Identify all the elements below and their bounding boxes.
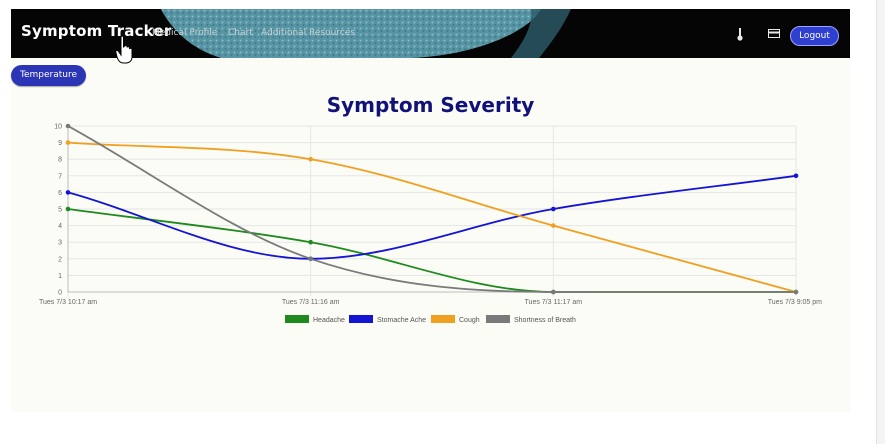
y-tick-label: 6: [58, 190, 62, 197]
data-point-stomache-ache: [65, 190, 71, 195]
x-tick-label: Tues 7/3 10:17 am: [39, 299, 97, 306]
vertical-scrollbar[interactable]: [876, 0, 885, 444]
data-point-cough: [308, 156, 313, 162]
chart-title: Symptom Severity: [326, 93, 535, 117]
data-point-stomache-ache: [793, 173, 799, 179]
legend-item-stomache-ache[interactable]: Stomache Ache: [349, 315, 426, 327]
legend-item-cough[interactable]: Cough: [431, 315, 480, 327]
hand-cursor-icon: [115, 35, 133, 64]
legend-swatch: [285, 315, 309, 324]
series-line-stomache-ache: [67, 174, 797, 260]
data-point-stomache-ache: [551, 206, 556, 212]
y-tick-label: 5: [58, 207, 62, 214]
legend-swatch: [486, 315, 510, 324]
y-tick-label: 2: [58, 256, 62, 263]
data-point-shortness-of-breath: [551, 289, 556, 295]
data-point-shortness-of-breath: [65, 123, 71, 129]
legend-swatch: [431, 315, 455, 324]
nav-link-additional-resources[interactable]: Additional Resources: [261, 28, 356, 38]
y-tick-label: 7: [58, 173, 62, 180]
y-tick-label: 8: [58, 157, 62, 164]
series-line-shortness-of-breath: [67, 125, 796, 293]
x-tick-label: Tues 7/3 11:16 am: [282, 299, 340, 306]
symptom-severity-chart: 0 1 2 3 4 5 6 7 8 9 10 Tues 7/3 10:17 am Tues 7/3 11…: [39, 123, 822, 307]
y-tick-label: 3: [58, 240, 62, 247]
y-tick-label: 4: [58, 223, 62, 230]
card-icon[interactable]: [768, 29, 780, 42]
app-container: Symptom Tracker Medical Profile Chart Ad…: [11, 9, 850, 412]
legend-label: Shortness of Breath: [514, 317, 576, 324]
x-tick-label: Tues 7/3 9:05 pm: [768, 299, 822, 306]
brand-title[interactable]: Symptom Tracker: [21, 22, 172, 40]
navbar: Symptom Tracker Medical Profile Chart Ad…: [11, 9, 850, 58]
data-point-shortness-of-breath: [793, 289, 799, 295]
legend-item-shortness-of-breath[interactable]: Shortness of Breath: [486, 315, 576, 327]
legend-label: Stomache Ache: [377, 317, 427, 324]
nav-link-chart[interactable]: Chart: [228, 28, 253, 38]
data-point-headache: [65, 206, 71, 212]
y-tick-label: 1: [58, 273, 62, 280]
data-point-cough: [551, 223, 556, 228]
navbar-background-image: [161, 9, 571, 58]
y-tick-label: 9: [58, 140, 62, 147]
data-point-shortness-of-breath: [308, 256, 313, 262]
y-tick-label: 0: [58, 290, 62, 297]
thermometer-icon[interactable]: [736, 27, 744, 44]
legend-swatch: [349, 315, 373, 324]
legend-label: Cough: [459, 317, 480, 324]
data-point-headache: [308, 239, 313, 245]
data-point-cough: [65, 140, 71, 145]
series-line-cough: [67, 141, 797, 293]
series-line-headache: [67, 208, 796, 293]
legend-item-headache[interactable]: Headache: [285, 315, 345, 327]
nav-link-medical-profile[interactable]: Medical Profile: [152, 28, 218, 38]
y-tick-label: 10: [54, 124, 62, 131]
x-tick-label: Tues 7/3 11:17 am: [525, 299, 583, 306]
temperature-button[interactable]: Temperature: [11, 65, 86, 86]
logout-button[interactable]: Logout: [790, 26, 839, 46]
legend-label: Headache: [313, 317, 345, 324]
